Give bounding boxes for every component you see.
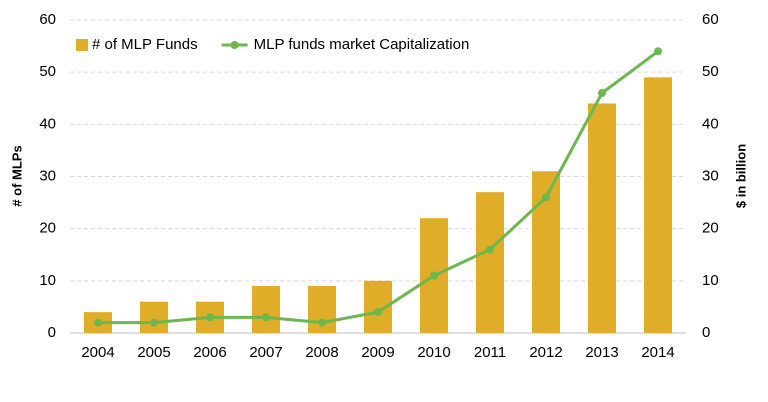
line-marker [654, 47, 662, 56]
line-marker [486, 245, 494, 254]
x-tick-label: 2008 [305, 344, 338, 361]
x-tick-label: 2007 [249, 344, 282, 361]
legend-label: # of MLP Funds [92, 36, 198, 53]
line-marker [206, 313, 214, 322]
y-tick-label: 60 [39, 11, 56, 28]
y2-tick-label: 40 [702, 115, 719, 132]
bar [140, 301, 168, 333]
line-marker [542, 193, 550, 202]
bar [476, 192, 504, 333]
y-tick-label: 40 [39, 115, 56, 132]
y2-tick-label: 20 [702, 220, 719, 237]
bar [252, 286, 280, 333]
y-tick-label: 20 [39, 220, 56, 237]
x-tick-label: 2012 [529, 344, 562, 361]
x-tick-label: 2005 [137, 344, 170, 361]
y2-tick-label: 30 [702, 167, 719, 184]
x-tick-label: 2004 [81, 344, 114, 361]
y2-tick-label: 10 [702, 272, 719, 289]
x-tick-label: 2010 [417, 344, 450, 361]
legend-label: MLP funds market Capitalization [254, 36, 470, 53]
line-marker [598, 89, 606, 98]
line-marker [318, 318, 326, 327]
bar [588, 103, 616, 333]
y-tick-label: 50 [39, 63, 56, 80]
line-marker [150, 318, 158, 327]
y-axis-label: # of MLPs [9, 145, 24, 206]
y-tick-label: 0 [48, 324, 56, 341]
y-tick-label: 10 [39, 272, 56, 289]
x-tick-label: 2011 [474, 344, 506, 361]
x-tick-label: 2013 [585, 344, 618, 361]
x-tick-label: 2014 [641, 344, 674, 361]
x-tick-label: 2009 [361, 344, 394, 361]
line-marker [262, 313, 270, 322]
line-marker [430, 271, 438, 280]
line-marker [374, 308, 382, 317]
y2-tick-label: 50 [702, 63, 719, 80]
x-tick-label: 2006 [193, 344, 226, 361]
y2-axis-label: $ in billion [733, 144, 748, 208]
legend-swatch [230, 41, 239, 49]
y2-tick-label: 60 [702, 11, 719, 28]
legend-swatch [76, 39, 88, 51]
y2-tick-label: 0 [702, 324, 710, 341]
line-marker [94, 318, 102, 327]
bar [644, 77, 672, 333]
y-tick-label: 30 [39, 167, 56, 184]
